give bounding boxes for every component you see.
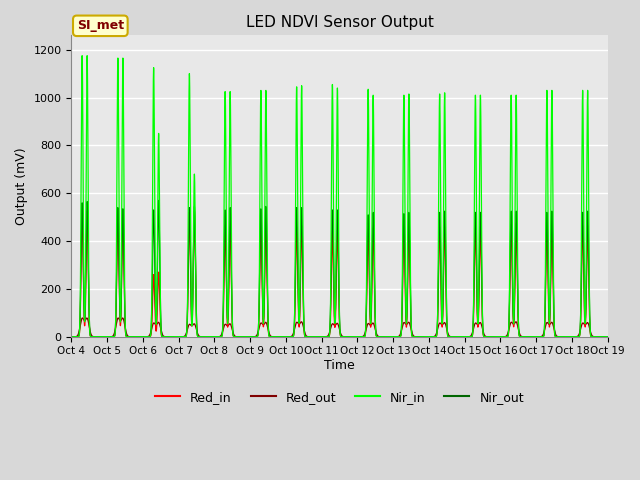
Y-axis label: Output (mV): Output (mV) (15, 147, 28, 225)
Title: LED NDVI Sensor Output: LED NDVI Sensor Output (246, 15, 433, 30)
Text: SI_met: SI_met (77, 19, 124, 32)
Legend: Red_in, Red_out, Nir_in, Nir_out: Red_in, Red_out, Nir_in, Nir_out (150, 386, 529, 409)
X-axis label: Time: Time (324, 359, 355, 372)
